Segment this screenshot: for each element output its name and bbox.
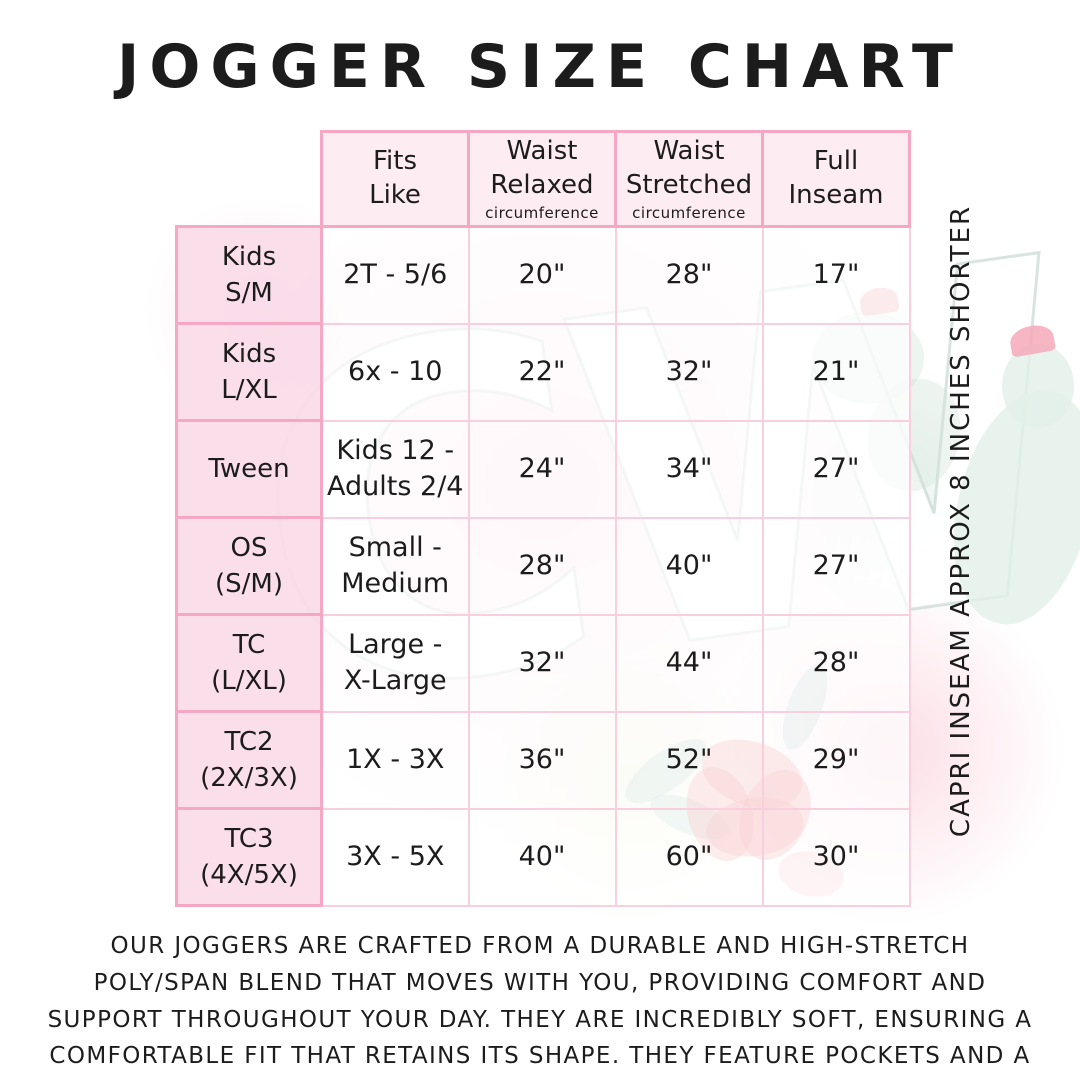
cell-full-inseam: 29"	[761, 710, 911, 810]
cell-full-inseam: 17"	[761, 225, 911, 325]
row-label: Kids L/XL	[175, 322, 323, 422]
column-title: Waist Stretched	[625, 135, 753, 200]
column-header-full-inseam: Full Inseam	[761, 130, 911, 228]
cell-waist-stretched: 32"	[614, 322, 764, 422]
cell-waist-relaxed: 22"	[467, 322, 617, 422]
cell-waist-relaxed: 32"	[467, 613, 617, 713]
cell-waist-relaxed: 24"	[467, 419, 617, 519]
column-subtitle: circumference	[632, 203, 746, 222]
column-title: Waist Relaxed	[490, 135, 594, 200]
page-title: JOGGER SIZE CHART	[117, 32, 963, 102]
table-row: Kids S/M 2T - 5/6 20" 28" 17"	[175, 225, 911, 325]
table-row: Kids L/XL 6x - 10 22" 32" 21"	[175, 322, 911, 422]
cell-waist-relaxed: 20"	[467, 225, 617, 325]
column-header-waist-relaxed: Waist Relaxed circumference	[467, 130, 617, 228]
column-header-waist-stretched: Waist Stretched circumference	[614, 130, 764, 228]
cell-waist-stretched: 44"	[614, 613, 764, 713]
table-row: Tween Kids 12 - Adults 2/4 24" 34" 27"	[175, 419, 911, 519]
cell-fits-like: Kids 12 - Adults 2/4	[320, 419, 470, 519]
cell-full-inseam: 30"	[761, 807, 911, 907]
empty-corner-cell	[177, 132, 322, 227]
cell-full-inseam: 21"	[761, 322, 911, 422]
cell-waist-relaxed: 28"	[467, 516, 617, 616]
column-header-fits-like: Fits Like	[320, 130, 470, 228]
cell-waist-stretched: 40"	[614, 516, 764, 616]
cell-waist-stretched: 34"	[614, 419, 764, 519]
product-description: OUR JOGGERS ARE CRAFTED FROM A DURABLE A…	[47, 933, 1033, 1070]
row-label: OS (S/M)	[175, 516, 323, 616]
cell-waist-relaxed: 40"	[467, 807, 617, 907]
row-label: TC (L/XL)	[175, 613, 323, 713]
column-subtitle: circumference	[485, 203, 599, 222]
cell-fits-like: Small - Medium	[320, 516, 470, 616]
cell-full-inseam: 27"	[761, 516, 911, 616]
column-title: Full Inseam	[788, 145, 884, 210]
cell-full-inseam: 28"	[761, 613, 911, 713]
capri-inseam-note: CAPRI INSEAM APPROX 8 INCHES SHORTER	[946, 204, 976, 838]
cell-fits-like: Large - X-Large	[320, 613, 470, 713]
row-label: TC3 (4X/5X)	[175, 807, 323, 907]
table-row: TC (L/XL) Large - X-Large 32" 44" 28"	[175, 613, 911, 713]
cell-fits-like: 1X - 3X	[320, 710, 470, 810]
cell-fits-like: 3X - 5X	[320, 807, 470, 907]
row-label: TC2 (2X/3X)	[175, 710, 323, 810]
cell-waist-stretched: 60"	[614, 807, 764, 907]
cell-fits-like: 2T - 5/6	[320, 225, 470, 325]
cell-waist-stretched: 28"	[614, 225, 764, 325]
table-header-row: Fits Like Waist Relaxed circumference Wai…	[177, 130, 911, 228]
size-table: Fits Like Waist Relaxed circumference Wai…	[175, 130, 911, 907]
table-row: OS (S/M) Small - Medium 28" 40" 27"	[175, 516, 911, 616]
column-title: Fits Like	[369, 145, 421, 210]
cell-waist-stretched: 52"	[614, 710, 764, 810]
table-row: TC2 (2X/3X) 1X - 3X 36" 52" 29"	[175, 710, 911, 810]
table-row: TC3 (4X/5X) 3X - 5X 40" 60" 30"	[175, 807, 911, 907]
cell-full-inseam: 27"	[761, 419, 911, 519]
cell-fits-like: 6x - 10	[320, 322, 470, 422]
row-label: Tween	[175, 419, 323, 519]
cactus-icon	[1002, 344, 1074, 428]
row-label: Kids S/M	[175, 225, 323, 325]
cell-waist-relaxed: 36"	[467, 710, 617, 810]
